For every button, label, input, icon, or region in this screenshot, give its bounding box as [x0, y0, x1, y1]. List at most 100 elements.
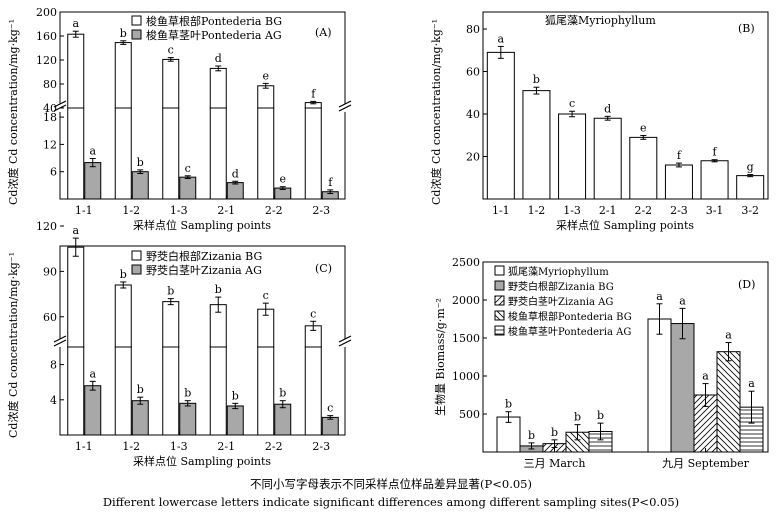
- panel-a-xlabel: 采样点位 Sampling points: [133, 218, 271, 232]
- y-tick-label: 60: [466, 66, 480, 79]
- axis-break-slash: [53, 339, 67, 347]
- legend-c-label-2: 野茭白茎叶Zizania AG: [146, 263, 262, 277]
- x-tick-label: 2-1: [217, 440, 235, 453]
- y-tick-label: 90: [43, 265, 57, 278]
- bar-shoot: [179, 176, 197, 200]
- legend-d-label-4: 梭鱼草根部Pontederia BG: [508, 310, 632, 323]
- significance-letter: f: [328, 176, 333, 189]
- panel-a-tag: (A): [315, 26, 332, 39]
- y-tick-label: 18: [43, 111, 57, 124]
- y-tick-label: 80: [43, 78, 57, 91]
- significance-letter: b: [167, 285, 174, 298]
- significance-letter: b: [551, 426, 558, 439]
- y-tick-label: 80: [466, 23, 480, 36]
- x-tick-label: 2-3: [312, 204, 330, 217]
- y-tick-label: 160: [36, 30, 57, 43]
- x-tick-label: 1-1: [75, 204, 93, 217]
- bar-shoot: [131, 400, 149, 436]
- significance-letter: e: [279, 173, 286, 186]
- significance-letter: a: [725, 329, 732, 342]
- panel-c-ylabel: Cd浓度 Cd concentration/mg·kg⁻¹: [6, 252, 20, 438]
- bar-shoot: [274, 403, 292, 436]
- y-tick-label: 4: [50, 394, 57, 407]
- significance-letter: a: [72, 17, 79, 30]
- bar-myriophyllum: [736, 175, 765, 200]
- significance-letter: b: [279, 387, 286, 400]
- bar-shoot: [226, 182, 244, 200]
- bar-biomass: [670, 323, 695, 453]
- panel-a-ylabel: Cd浓度 Cd concentration/mg·kg⁻¹: [6, 19, 20, 205]
- y-tick-label: 500: [459, 408, 480, 421]
- legend-d-swatch-2: [494, 280, 505, 291]
- x-tick-label: 1-2: [122, 440, 140, 453]
- panel-c-xlabel: 采样点位 Sampling points: [133, 454, 271, 468]
- significance-letter: a: [679, 294, 686, 307]
- y-tick-label: 12: [43, 138, 57, 151]
- panel-b-xlabel: 采样点位 Sampling points: [556, 218, 694, 232]
- x-tick-label: 九月 September: [662, 457, 749, 470]
- bar-root-upper: [162, 301, 180, 348]
- axis-break-slash: [338, 104, 352, 112]
- panel-c-tag: (C): [315, 262, 332, 275]
- panel-d-ylabel: 生物量 Biomass/g·m⁻²: [433, 298, 447, 416]
- legend-a-swatch-2: [131, 29, 142, 40]
- significance-letter: a: [498, 32, 505, 45]
- x-tick-label: 1-1: [492, 204, 510, 217]
- significance-letter: b: [533, 73, 540, 86]
- legend-c-swatch-2: [131, 264, 142, 275]
- y-tick-label: 8: [50, 359, 57, 372]
- axis-break-gap: [52, 339, 353, 347]
- significance-letter: b: [232, 389, 239, 402]
- bar-shoot: [321, 416, 339, 436]
- significance-letter: b: [137, 156, 144, 169]
- caption-en: Different lowercase letters indicate sig…: [103, 495, 679, 509]
- y-tick-label: 6: [50, 166, 57, 179]
- panel-b: (B) Cd浓度 Cd concentration/mg·kg⁻¹ 采样点位 S…: [429, 11, 769, 232]
- x-tick-label: 2-2: [265, 204, 283, 217]
- x-tick-label: 1-2: [528, 204, 546, 217]
- axis-break-slash: [53, 100, 67, 108]
- legend-d-swatch-3: [494, 295, 505, 306]
- legend-d-label-2: 野茭白根部Zizania BG: [508, 280, 614, 293]
- y-tick-label: 2500: [452, 256, 480, 269]
- bar-root-lower: [209, 107, 227, 200]
- x-tick-label: 1-3: [563, 204, 581, 217]
- significance-letter: a: [702, 370, 709, 383]
- significance-letter: d: [215, 52, 222, 65]
- bar-root-upper: [67, 33, 85, 109]
- bar-myriophyllum: [486, 51, 515, 200]
- legend-d-swatch-4: [494, 310, 505, 321]
- bar-root-lower: [304, 107, 322, 200]
- significance-letter: f: [713, 146, 718, 159]
- bar-shoot: [179, 402, 197, 436]
- significance-letter: a: [748, 377, 755, 390]
- axis-break-gap: [52, 104, 353, 112]
- significance-letter: g: [747, 161, 754, 174]
- significance-letter: b: [574, 411, 581, 424]
- significance-letter: a: [72, 224, 79, 237]
- legend-d-label-1: 狐尾藻Myriophyllum: [508, 265, 609, 278]
- x-tick-label: 2-2: [265, 440, 283, 453]
- bar-myriophyllum: [593, 117, 622, 200]
- significance-letter: b: [120, 27, 127, 40]
- significance-letter: c: [310, 307, 316, 320]
- x-tick-label: 3-2: [741, 204, 759, 217]
- legend-a-swatch-1: [131, 15, 142, 26]
- y-tick-label: 20: [466, 151, 480, 164]
- bar-root-lower: [162, 346, 180, 436]
- bar-myriophyllum: [629, 136, 658, 200]
- significance-letter: b: [597, 409, 604, 422]
- axis-break-slash: [338, 100, 352, 108]
- legend-d-swatch-5: [494, 325, 505, 336]
- bar-root-lower: [114, 107, 132, 200]
- significance-letter: a: [89, 145, 96, 158]
- significance-letter: a: [656, 290, 663, 303]
- significance-letter: b: [120, 268, 127, 281]
- y-tick-label: 2000: [452, 294, 480, 307]
- legend-b-label-1: 狐尾藻Myriophyllum: [545, 13, 656, 27]
- y-tick-label: 200: [36, 6, 57, 19]
- significance-letter: c: [327, 402, 333, 415]
- caption-cn: 不同小写字母表示不同采样点位样品差异显著(P<0.05): [250, 477, 532, 491]
- significance-letter: c: [168, 44, 174, 57]
